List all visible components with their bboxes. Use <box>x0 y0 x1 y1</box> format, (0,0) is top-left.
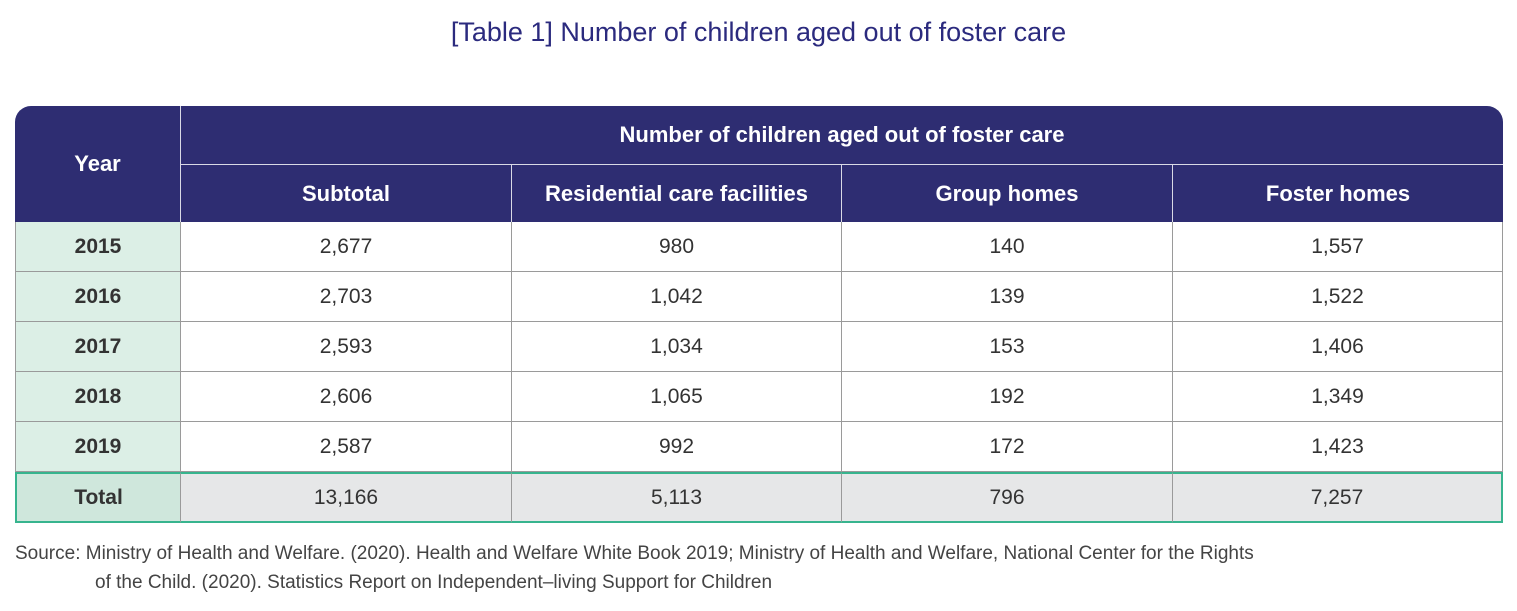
cell-foster-homes: 1,522 <box>1173 272 1504 322</box>
foster-care-table: Year Number of children aged out of fost… <box>15 106 1504 523</box>
cell-foster-homes: 1,423 <box>1173 422 1504 472</box>
year-column-header: Year <box>15 106 181 222</box>
column-header-residential: Residential care facilities <box>512 165 842 222</box>
cell-residential: 1,034 <box>512 322 842 372</box>
data-table-container: Year Number of children aged out of fost… <box>15 106 1504 523</box>
row-year: 2018 <box>15 372 181 422</box>
table-row: 2018 2,606 1,065 192 1,349 <box>15 372 1504 422</box>
cell-group-homes: 139 <box>842 272 1173 322</box>
total-row: Total 13,166 5,113 796 7,257 <box>15 472 1504 523</box>
row-year: 2017 <box>15 322 181 372</box>
cell-group-homes: 153 <box>842 322 1173 372</box>
source-note: Source: Ministry of Health and Welfare. … <box>15 539 1505 597</box>
cell-group-homes: 140 <box>842 222 1173 272</box>
row-year: 2015 <box>15 222 181 272</box>
cell-foster-homes: 1,406 <box>1173 322 1504 372</box>
total-group-homes: 796 <box>842 472 1173 523</box>
cell-subtotal: 2,606 <box>181 372 512 422</box>
table-row: 2019 2,587 992 172 1,423 <box>15 422 1504 472</box>
cell-residential: 980 <box>512 222 842 272</box>
row-year: 2016 <box>15 272 181 322</box>
total-subtotal: 13,166 <box>181 472 512 523</box>
group-column-header: Number of children aged out of foster ca… <box>181 106 1504 165</box>
cell-group-homes: 192 <box>842 372 1173 422</box>
row-year: 2019 <box>15 422 181 472</box>
source-line-2: of the Child. (2020). Statistics Report … <box>95 572 773 593</box>
cell-group-homes: 172 <box>842 422 1173 472</box>
cell-subtotal: 2,587 <box>181 422 512 472</box>
cell-residential: 1,065 <box>512 372 842 422</box>
cell-residential: 992 <box>512 422 842 472</box>
total-label: Total <box>15 472 181 523</box>
table-row: 2017 2,593 1,034 153 1,406 <box>15 322 1504 372</box>
cell-subtotal: 2,593 <box>181 322 512 372</box>
column-header-foster-homes: Foster homes <box>1173 165 1504 222</box>
cell-foster-homes: 1,557 <box>1173 222 1504 272</box>
table-title: [Table 1] Number of children aged out of… <box>450 17 1067 47</box>
source-line-1: Source: Ministry of Health and Welfare. … <box>15 543 1254 564</box>
table-row: 2016 2,703 1,042 139 1,522 <box>15 272 1504 322</box>
column-header-group-homes: Group homes <box>842 165 1173 222</box>
column-header-subtotal: Subtotal <box>181 165 512 222</box>
table-row: 2015 2,677 980 140 1,557 <box>15 222 1504 272</box>
total-foster-homes: 7,257 <box>1173 472 1504 523</box>
cell-residential: 1,042 <box>512 272 842 322</box>
cell-subtotal: 2,677 <box>181 222 512 272</box>
cell-subtotal: 2,703 <box>181 272 512 322</box>
cell-foster-homes: 1,349 <box>1173 372 1504 422</box>
total-residential: 5,113 <box>512 472 842 523</box>
